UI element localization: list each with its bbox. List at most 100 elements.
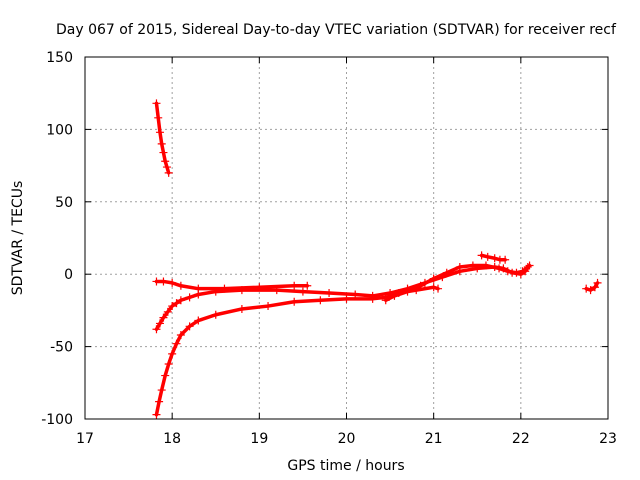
data-point-marker bbox=[152, 99, 161, 108]
data-point-marker bbox=[582, 284, 591, 293]
data-point-marker bbox=[290, 297, 299, 306]
data-point-marker bbox=[164, 168, 173, 177]
data-point-marker bbox=[159, 277, 168, 286]
data-point-marker bbox=[325, 289, 334, 298]
data-point-marker bbox=[168, 278, 177, 287]
data-series bbox=[152, 99, 602, 419]
y-tick-label: 50 bbox=[55, 195, 73, 211]
y-tick-label: -50 bbox=[50, 340, 73, 356]
data-point-marker bbox=[303, 281, 312, 290]
data-point-marker bbox=[368, 294, 377, 303]
data-point-marker bbox=[518, 267, 527, 276]
x-tick-label: 23 bbox=[599, 431, 617, 447]
data-point-marker bbox=[185, 322, 194, 331]
data-point-marker bbox=[176, 281, 185, 290]
x-tick-label: 17 bbox=[76, 431, 94, 447]
x-axis-label: GPS time / hours bbox=[287, 458, 404, 474]
data-point-marker bbox=[194, 290, 203, 299]
data-point-marker bbox=[416, 281, 425, 290]
data-point-marker bbox=[176, 331, 185, 340]
data-point-marker bbox=[159, 148, 168, 157]
data-point-marker bbox=[264, 302, 273, 311]
data-point-marker bbox=[342, 294, 351, 303]
data-point-marker bbox=[501, 255, 510, 264]
data-point-marker bbox=[161, 371, 170, 380]
x-tick-label: 19 bbox=[250, 431, 268, 447]
x-tick-label: 21 bbox=[425, 431, 443, 447]
data-point-marker bbox=[523, 262, 532, 271]
data-point-marker bbox=[490, 254, 499, 263]
data-point-marker bbox=[164, 359, 173, 368]
data-point-marker bbox=[162, 163, 171, 172]
data-point-marker bbox=[161, 157, 170, 166]
data-point-marker bbox=[316, 296, 325, 305]
data-point-marker bbox=[477, 251, 486, 260]
axis-ticks: 17 18 19 20 21 22 23 -100 -50 0 50 100 150 bbox=[41, 50, 617, 447]
data-point-marker bbox=[590, 283, 599, 292]
data-point-marker bbox=[455, 262, 464, 271]
data-point-marker bbox=[163, 307, 172, 316]
data-point-marker bbox=[194, 316, 203, 325]
x-tick-label: 22 bbox=[512, 431, 530, 447]
y-tick-label: -100 bbox=[41, 412, 73, 428]
data-point-marker bbox=[155, 319, 164, 328]
data-point-marker bbox=[495, 264, 504, 273]
chart-title: Day 067 of 2015, Sidereal Day-to-day VTE… bbox=[56, 22, 617, 38]
data-point-marker bbox=[593, 278, 602, 287]
data-point-marker bbox=[152, 410, 161, 419]
data-point-marker bbox=[155, 128, 164, 137]
data-point-marker bbox=[168, 302, 177, 311]
data-point-marker bbox=[237, 304, 246, 313]
y-axis-label: SDTVAR / TECUs bbox=[10, 181, 26, 296]
grid-lines bbox=[85, 57, 608, 419]
y-tick-label: 0 bbox=[64, 267, 73, 283]
data-point-marker bbox=[468, 261, 477, 270]
data-point-marker bbox=[172, 299, 181, 308]
x-tick-label: 18 bbox=[163, 431, 181, 447]
data-point-marker bbox=[272, 286, 281, 295]
data-point-marker bbox=[434, 284, 443, 293]
data-point-marker bbox=[503, 267, 512, 276]
series-band bbox=[154, 279, 310, 291]
data-point-marker bbox=[586, 286, 595, 295]
data-point-marker bbox=[154, 113, 163, 122]
x-tick-label: 20 bbox=[338, 431, 356, 447]
data-point-marker bbox=[403, 287, 412, 296]
series-band bbox=[584, 281, 600, 292]
data-point-marker bbox=[298, 287, 307, 296]
data-point-marker bbox=[157, 139, 166, 148]
data-point-marker bbox=[157, 386, 166, 395]
data-point-marker bbox=[159, 313, 168, 322]
data-point-marker bbox=[168, 349, 177, 358]
series-band bbox=[479, 253, 507, 262]
series-far-right bbox=[582, 278, 602, 295]
data-point-marker bbox=[442, 268, 451, 277]
y-tick-label: 100 bbox=[46, 122, 73, 138]
data-point-marker bbox=[381, 296, 390, 305]
data-point-marker bbox=[172, 339, 181, 348]
series-small-segment bbox=[477, 251, 510, 264]
data-point-marker bbox=[512, 268, 521, 277]
data-point-marker bbox=[290, 281, 299, 290]
series-band bbox=[154, 101, 171, 175]
y-tick-label: 150 bbox=[46, 50, 73, 66]
data-point-marker bbox=[155, 397, 164, 406]
data-point-marker bbox=[237, 286, 246, 295]
series-low-band bbox=[152, 283, 443, 419]
series-high-arc bbox=[152, 99, 173, 177]
data-point-marker bbox=[429, 274, 438, 283]
data-point-marker bbox=[211, 310, 220, 319]
data-point-marker bbox=[152, 325, 161, 334]
series-band bbox=[154, 285, 440, 417]
data-point-marker bbox=[211, 287, 220, 296]
data-point-marker bbox=[481, 261, 490, 270]
data-point-marker bbox=[483, 252, 492, 261]
data-point-marker bbox=[390, 291, 399, 300]
data-point-marker bbox=[185, 293, 194, 302]
series-right-curve bbox=[381, 261, 532, 305]
data-point-marker bbox=[152, 277, 161, 286]
data-point-marker bbox=[429, 283, 438, 292]
data-point-marker bbox=[176, 296, 185, 305]
series-upper-band bbox=[152, 277, 312, 293]
